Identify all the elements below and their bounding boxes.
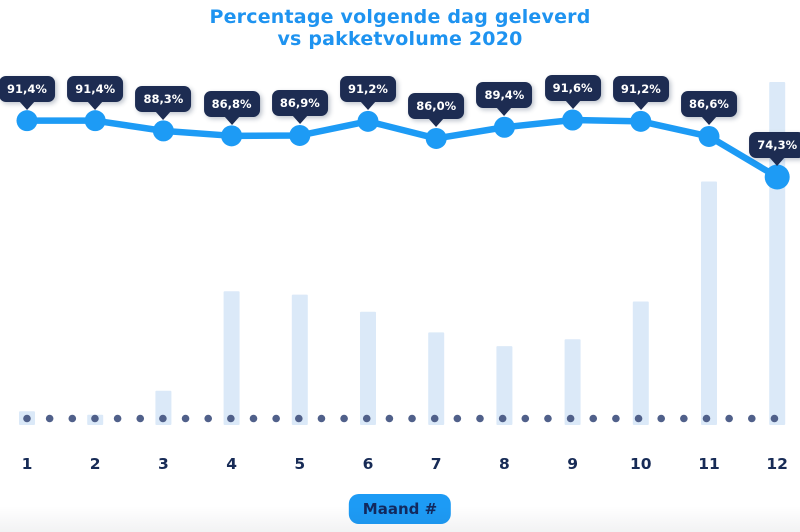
chart-title-line2: vs pakketvolume 2020: [277, 28, 523, 50]
baseline-dot: [498, 414, 507, 423]
value-badge: 89,4%: [476, 82, 533, 109]
baseline-dot: [385, 414, 394, 423]
value-badge: 91,2%: [612, 76, 669, 103]
x-tick-label: 6: [362, 455, 374, 473]
baseline-dot: [657, 414, 665, 423]
data-point-marker: [84, 110, 106, 132]
baseline-dot: [680, 414, 688, 423]
volume-bar: [632, 301, 649, 425]
volume-bar: [564, 339, 581, 425]
baseline-dot: [770, 414, 779, 423]
baseline-dot: [725, 414, 733, 423]
x-tick-label: 1: [21, 455, 33, 473]
baseline-dot: [317, 414, 326, 423]
x-tick-label: 11: [698, 455, 720, 473]
baseline-dot: [476, 414, 484, 423]
data-point-marker: [221, 125, 243, 147]
baseline-dot: [113, 414, 122, 423]
baseline-dot: [159, 414, 167, 423]
baseline-dot: [181, 414, 190, 423]
x-tick-label: 10: [630, 455, 652, 473]
value-badge: 86,0%: [408, 93, 465, 120]
data-point-marker: [425, 127, 447, 149]
value-badge: 86,6%: [681, 91, 737, 118]
baseline-dot: [566, 414, 575, 423]
baseline-dot: [295, 414, 303, 423]
data-point-marker: [630, 110, 652, 132]
baseline-dot: [589, 414, 598, 423]
percentage-line: [23, 116, 781, 181]
data-point-marker: [562, 109, 584, 131]
baseline-dot: [68, 414, 77, 423]
baseline-dot: [408, 414, 416, 423]
volume-bar: [291, 294, 308, 425]
x-axis-label-text: Maand #: [362, 500, 438, 518]
data-point-marker: [16, 110, 38, 132]
baseline-dot: [430, 414, 439, 423]
baseline-dot: [748, 414, 756, 423]
baseline-dot: [45, 414, 54, 423]
value-badge: 91,4%: [67, 75, 124, 102]
volume-bar: [360, 311, 376, 425]
x-tick-label: 7: [430, 455, 442, 473]
volume-bar: [496, 346, 513, 425]
baseline-dot: [453, 414, 462, 423]
volume-bar: [155, 390, 172, 425]
baseline-dot: [23, 414, 31, 423]
baseline-dot: [544, 414, 552, 423]
data-point-marker: [698, 125, 720, 147]
baseline-dot: [227, 414, 235, 423]
data-point-marker: [357, 110, 379, 132]
x-tick-label: 12: [766, 455, 788, 473]
chart-title-line1: Percentage volgende dag geleverd: [209, 6, 591, 28]
volume-bar: [428, 332, 445, 425]
baseline-dot: [521, 414, 530, 423]
chart-title: Percentage volgende dag geleverd vs pakk…: [0, 6, 800, 50]
baseline-dot: [634, 414, 643, 423]
x-tick-label: 5: [294, 455, 306, 473]
value-badge: 91,6%: [544, 75, 601, 101]
baseline-dot: [249, 414, 258, 423]
value-badge: 88,3%: [135, 85, 192, 112]
baseline-dot: [362, 414, 371, 423]
baseline-dot: [136, 414, 145, 423]
data-point-marker: [493, 116, 515, 138]
value-badge: 91,2%: [340, 76, 396, 103]
volume-bar: [223, 291, 240, 425]
data-point-marker: [764, 164, 790, 190]
baseline-dot: [272, 414, 280, 423]
baseline-dot: [340, 414, 348, 423]
x-tick-label: 3: [157, 455, 169, 473]
baseline-dot: [612, 414, 620, 423]
data-point-marker: [289, 124, 311, 146]
x-tick-label: 4: [226, 455, 237, 473]
baseline-dot: [702, 414, 711, 423]
x-tick-label: 8: [498, 455, 510, 473]
baseline-dot: [204, 414, 212, 423]
x-tick-label: 2: [89, 455, 101, 473]
value-badge: 91,4%: [0, 75, 55, 102]
value-badge: 74,3%: [749, 132, 800, 158]
x-axis-label-badge: Maand #: [348, 494, 452, 524]
volume-bar: [701, 181, 717, 425]
data-point-marker: [152, 120, 174, 142]
baseline-dot: [91, 414, 99, 423]
value-badge: 86,8%: [203, 90, 260, 117]
value-badge: 86,9%: [271, 90, 328, 117]
x-tick-label: 9: [567, 455, 578, 473]
